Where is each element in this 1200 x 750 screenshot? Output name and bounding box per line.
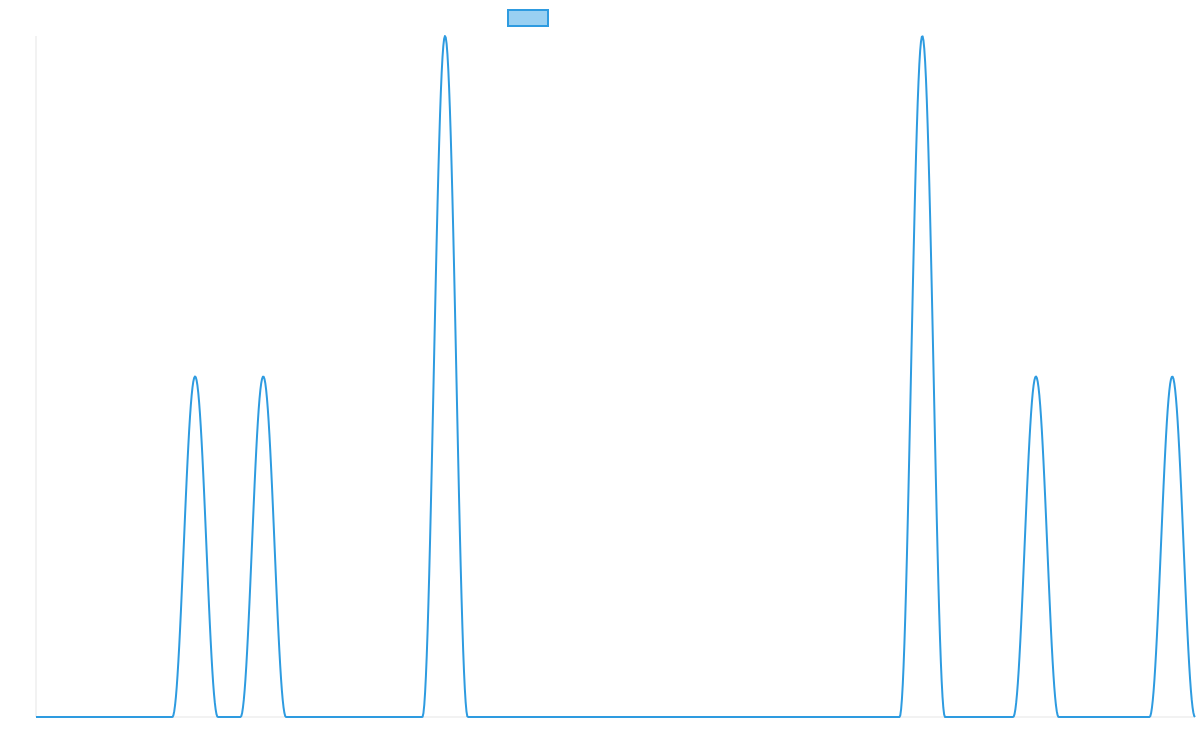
peak-point-1[interactable] bbox=[192, 374, 198, 380]
series-group bbox=[35, 33, 1196, 718]
peak-point-5[interactable] bbox=[1033, 374, 1039, 380]
peak-point-3[interactable] bbox=[442, 33, 448, 39]
series-line bbox=[35, 35, 1196, 718]
legend bbox=[507, 9, 549, 27]
peak-point-2[interactable] bbox=[260, 374, 266, 380]
peak-point-6[interactable] bbox=[1169, 374, 1175, 380]
legend-swatch[interactable] bbox=[507, 9, 549, 27]
peak-point-4[interactable] bbox=[919, 33, 925, 39]
